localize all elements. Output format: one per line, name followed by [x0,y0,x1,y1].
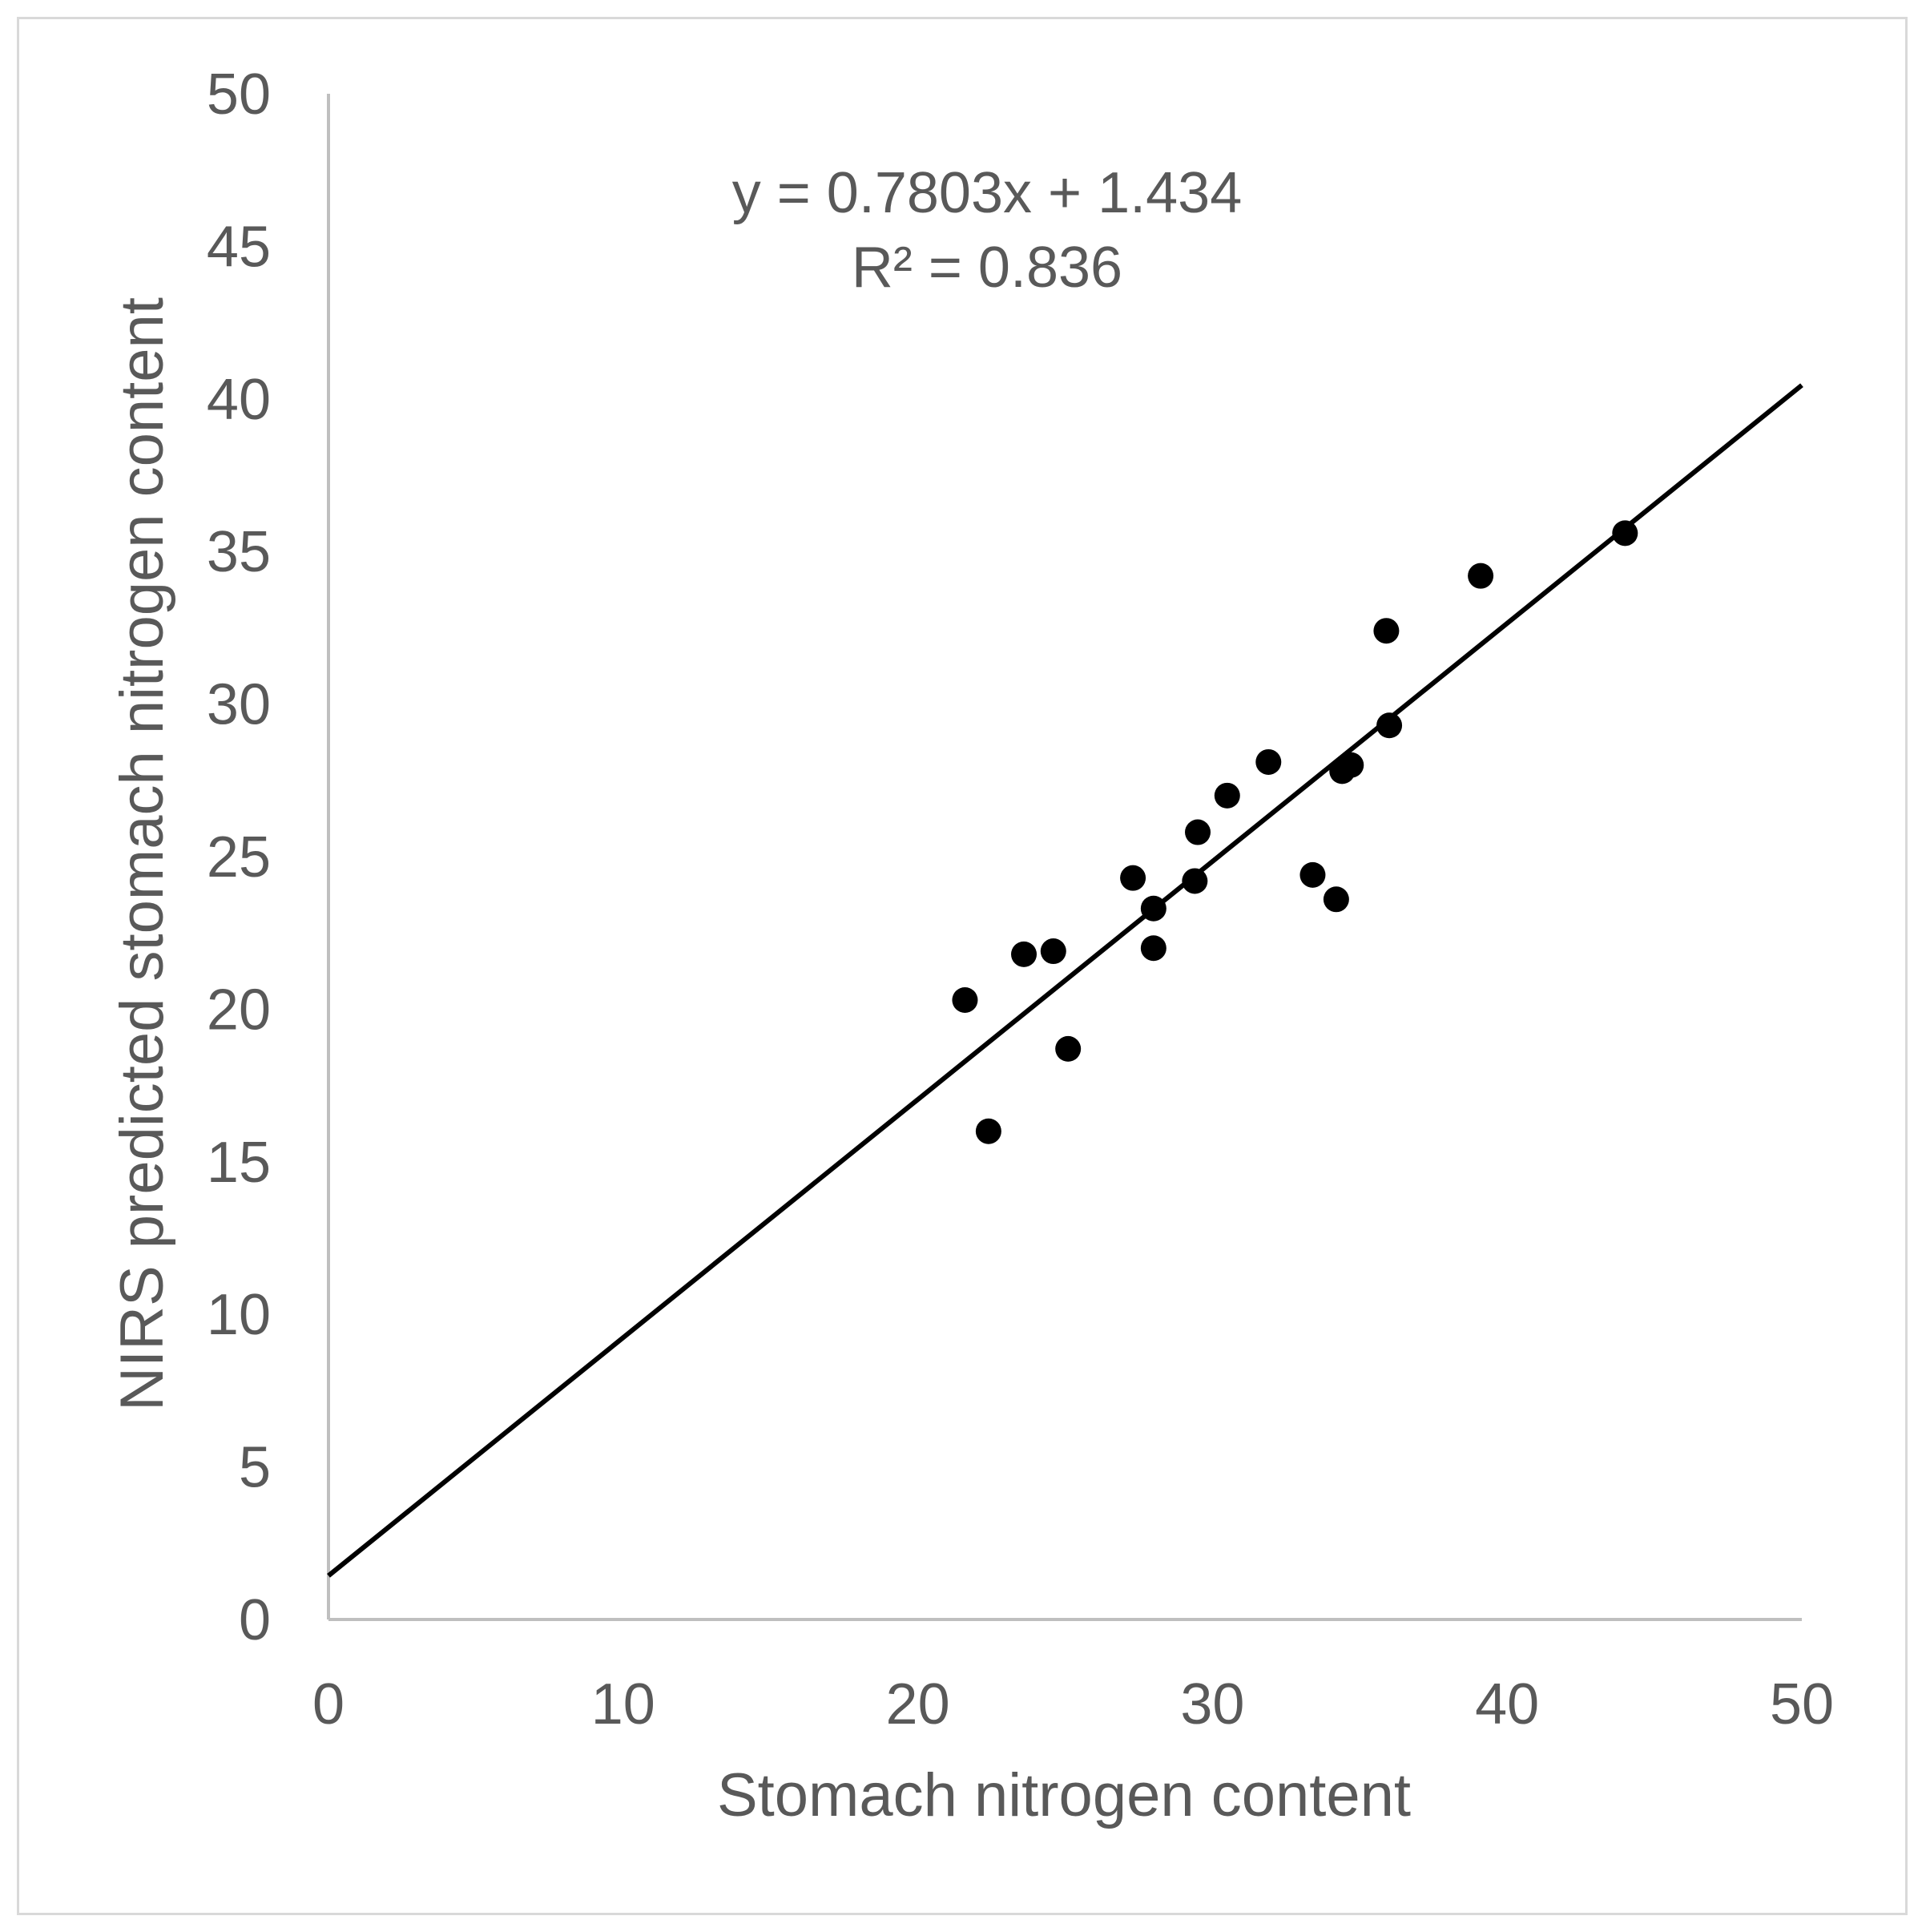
y-tick-label: 40 [207,368,271,432]
data-point [1055,1035,1082,1062]
y-tick-label: 45 [207,215,271,279]
x-axis-title: Stomach nitrogen content [717,1761,1411,1829]
y-tick-label: 50 [207,63,271,127]
data-point [1214,782,1240,809]
data-point [1376,712,1403,739]
data-point [1011,941,1038,967]
data-point [1182,868,1208,894]
data-point [1468,563,1494,589]
x-tick-label: 50 [1770,1672,1834,1736]
y-tick-label: 10 [207,1283,271,1347]
data-point [1255,748,1282,775]
data-point [1612,520,1638,547]
data-point [1299,861,1326,888]
data-point [1140,895,1166,922]
data-point [1323,886,1349,913]
x-tick-label: 20 [886,1672,950,1736]
y-tick-label: 35 [207,520,271,584]
y-tick-labels: 0 5 10 15 20 25 30 35 40 45 50 [207,63,271,1652]
data-point [1040,938,1066,965]
x-tick-label: 40 [1475,1672,1539,1736]
y-tick-label: 15 [207,1131,271,1195]
data-point [1373,618,1400,644]
data-points [952,520,1638,1144]
trendline [327,383,1803,1578]
y-tick-label: 20 [207,978,271,1042]
y-tick-label: 0 [239,1588,271,1652]
data-point [1140,935,1166,962]
x-tick-labels: 0 10 20 30 40 50 [312,1672,1834,1736]
data-point [1185,819,1211,845]
x-tick-label: 30 [1180,1672,1244,1736]
x-tick-label: 10 [591,1672,655,1736]
data-point [1338,752,1364,778]
trendline-r-squared: R² = 0.836 [852,236,1122,300]
trendline-equation: y = 0.7803x + 1.434 [732,161,1243,225]
data-point [1120,865,1146,891]
y-axis-title: NIRS predicted stomach nitrogen content [108,297,176,1411]
axes [327,94,1802,1621]
y-tick-label: 5 [239,1436,271,1500]
y-tick-label: 30 [207,673,271,737]
chart-frame [17,17,1908,1915]
data-point [975,1118,1001,1144]
data-point [952,986,978,1013]
x-tick-label: 0 [312,1672,345,1736]
y-tick-label: 25 [207,825,271,889]
